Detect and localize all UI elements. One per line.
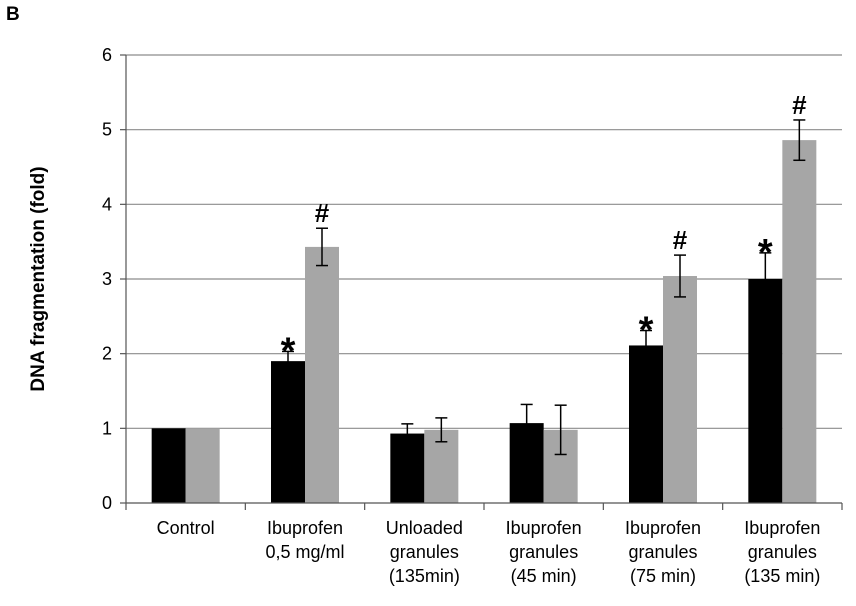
significance-star: * [281, 330, 296, 372]
category-label: Control [157, 518, 215, 538]
axes [120, 54, 843, 510]
category-label-line: (45 min) [511, 566, 577, 586]
category-label-line: (135 min) [744, 566, 820, 586]
category-label: Ibuprofen granules (75 min) [625, 518, 701, 586]
significance-star: * [758, 232, 773, 274]
y-tick-label: 5 [102, 120, 112, 140]
category-label: Ibuprofen granules (135 min) [744, 518, 820, 586]
category-label-line: (135min) [389, 566, 460, 586]
category-label-line: granules [628, 542, 697, 562]
bar [185, 428, 220, 503]
category-label: Ibuprofen granules (45 min) [506, 518, 582, 586]
y-tick-label: 6 [102, 45, 112, 65]
category-label-line: Ibuprofen [267, 518, 343, 538]
bar [748, 279, 783, 503]
y-axis-title: DNA fragmentation (fold) [28, 166, 49, 391]
bar [151, 428, 186, 503]
y-tick-label: 0 [102, 493, 112, 513]
bar [782, 140, 817, 503]
category-label-line: 0,5 mg/ml [265, 542, 344, 562]
category-label-line: (75 min) [630, 566, 696, 586]
category-label-line: granules [509, 542, 578, 562]
significance-hash: # [315, 198, 330, 228]
category-label-line: Unloaded [386, 518, 463, 538]
category-label-line: granules [390, 542, 459, 562]
category-label-line: Ibuprofen [506, 518, 582, 538]
category-label-line: Ibuprofen [625, 518, 701, 538]
category-label-line: Ibuprofen [744, 518, 820, 538]
bar [390, 433, 425, 503]
gridlines [126, 54, 842, 429]
significance-star: * [639, 310, 654, 352]
y-tick-label: 2 [102, 344, 112, 364]
y-tick-label: 3 [102, 269, 112, 289]
significance-hash: # [673, 225, 688, 255]
bar [629, 345, 663, 503]
y-tick-label: 1 [102, 418, 112, 438]
bar [663, 276, 697, 503]
bars [151, 119, 817, 504]
panel-label: B [6, 4, 20, 25]
bar [305, 246, 339, 504]
y-tick-label: 4 [102, 194, 112, 214]
category-label-line: granules [748, 542, 817, 562]
category-label: Unloaded granules (135min) [386, 518, 463, 586]
category-label: Ibuprofen 0,5 mg/ml [265, 518, 344, 562]
labels: 0 1 2 3 4 5 6 * * * # # # Control Ibuprofen 0,5 mg/ml Un… [28, 45, 820, 586]
significance-hash: # [792, 90, 807, 120]
bar [271, 361, 305, 503]
category-label-line: Control [157, 518, 215, 538]
